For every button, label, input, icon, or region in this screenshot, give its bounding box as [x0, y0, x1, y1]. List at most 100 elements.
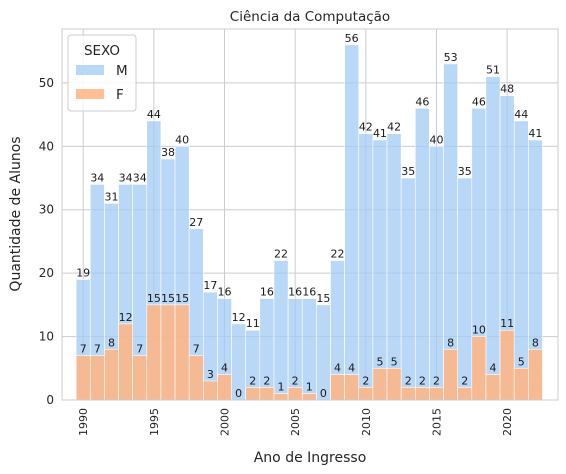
- data-label-f-1992: 8: [108, 336, 115, 349]
- data-label-f-2003: 2: [263, 374, 270, 387]
- x-tick-label: 2015: [430, 408, 443, 436]
- bar-f-2009: [344, 374, 360, 401]
- data-label-f-2018: 10: [472, 324, 486, 337]
- x-tick-label: 2000: [219, 408, 232, 436]
- data-label-f-2005: 2: [292, 374, 299, 387]
- series-f-bars: [75, 304, 543, 401]
- data-label-m-2007: 15: [316, 292, 330, 305]
- data-label-m-1990: 19: [76, 267, 90, 280]
- bar-f-1991: [89, 355, 105, 401]
- data-label-f-2014: 2: [419, 374, 426, 387]
- data-label-m-2020: 48: [500, 83, 514, 96]
- data-label-m-2022: 41: [528, 127, 542, 140]
- bar-f-2021: [513, 367, 529, 401]
- bar-f-1993: [118, 323, 133, 401]
- data-label-m-2006: 16: [302, 286, 316, 299]
- bar-m-2009: [344, 44, 360, 401]
- data-label-f-2000: 4: [221, 362, 228, 375]
- legend-title: SEXO: [84, 43, 120, 59]
- data-label-m-1993: 34: [119, 171, 133, 184]
- legend: SEXO M F: [67, 34, 137, 112]
- data-label-m-2017: 35: [458, 165, 472, 178]
- x-tick-label: 2010: [360, 408, 373, 436]
- data-label-f-1998: 7: [193, 343, 200, 356]
- data-label-f-1990: 7: [80, 343, 87, 356]
- data-label-f-2013: 2: [405, 374, 412, 387]
- data-label-f-2021: 5: [518, 355, 525, 368]
- legend-swatch-f: [76, 89, 104, 99]
- bar-f-1995: [146, 304, 162, 401]
- series-m-bars: [75, 44, 543, 401]
- data-label-m-1995: 44: [147, 108, 161, 121]
- bar-f-1994: [132, 355, 148, 401]
- y-tick-label: 0: [46, 393, 54, 407]
- data-label-m-2016: 53: [444, 51, 458, 64]
- data-label-m-2010: 42: [359, 121, 373, 134]
- data-label-m-2015: 40: [429, 133, 443, 146]
- data-label-f-2004: 1: [278, 381, 285, 394]
- data-label-f-2012: 5: [391, 355, 398, 368]
- bar-f-2020: [499, 329, 515, 401]
- data-label-m-2008: 22: [331, 247, 345, 260]
- y-tick-label: 10: [39, 330, 54, 344]
- data-label-m-2011: 41: [373, 127, 387, 140]
- bar-f-2013: [400, 387, 416, 401]
- data-label-f-1994: 7: [136, 343, 143, 356]
- data-label-f-2022: 8: [532, 336, 539, 349]
- data-label-m-1994: 34: [133, 171, 147, 184]
- bar-f-2006: [301, 393, 317, 401]
- chart-title: Ciência da Computação: [230, 9, 390, 25]
- data-label-f-1999: 3: [207, 368, 214, 381]
- data-label-m-2014: 46: [415, 95, 429, 108]
- bar-m-2007: [316, 304, 331, 401]
- data-label-f-2011: 5: [376, 355, 383, 368]
- legend-label-m: M: [116, 63, 128, 79]
- y-tick-label: 50: [39, 76, 54, 90]
- bar-f-1992: [104, 348, 119, 401]
- data-label-m-1997: 40: [175, 133, 189, 146]
- bar-m-2010: [358, 133, 374, 401]
- data-label-f-2017: 2: [461, 374, 468, 387]
- data-label-m-1996: 38: [161, 146, 175, 159]
- data-label-f-2019: 4: [489, 362, 496, 375]
- y-tick-label: 30: [39, 203, 54, 217]
- bar-f-2002: [245, 387, 261, 401]
- bar-f-2016: [443, 348, 458, 401]
- bar-f-1990: [75, 355, 91, 401]
- bar-f-2012: [386, 367, 402, 401]
- x-tick-labels: 1990 1995 2000 2005 2010 2015 2020: [77, 408, 514, 436]
- data-label-f-2006: 1: [306, 381, 313, 394]
- data-label-f-2009: 4: [348, 362, 355, 375]
- y-tick-labels: 0 10 20 30 40 50: [39, 76, 54, 407]
- bar-m-2013: [400, 177, 416, 401]
- bar-f-2017: [457, 387, 473, 401]
- legend-swatch-m: [76, 65, 104, 75]
- data-label-m-1991: 34: [90, 171, 104, 184]
- data-label-f-2002: 2: [249, 374, 256, 387]
- bar-f-2018: [471, 336, 487, 401]
- bar-m-2015: [429, 146, 444, 401]
- bar-f-2003: [259, 387, 275, 401]
- data-label-m-2003: 16: [260, 286, 274, 299]
- bar-m-2017: [457, 177, 473, 401]
- data-label-m-2012: 42: [387, 121, 401, 134]
- bar-m-2019: [485, 76, 501, 401]
- data-label-m-2001: 12: [232, 311, 246, 324]
- data-label-m-1992: 31: [104, 190, 118, 203]
- data-label-f-1991: 7: [94, 343, 101, 356]
- data-label-m-1999: 17: [203, 279, 217, 292]
- bar-f-2015: [429, 387, 444, 401]
- data-label-f-1997: 15: [175, 292, 189, 305]
- data-label-f-1995: 15: [147, 292, 161, 305]
- y-axis-title: Quantidade de Alunos: [8, 136, 24, 291]
- data-label-f-2001: 0: [235, 387, 242, 400]
- bar-f-1998: [188, 355, 204, 401]
- y-tick-label: 20: [39, 266, 54, 280]
- data-label-f-2010: 2: [362, 374, 369, 387]
- data-label-f-2015: 2: [433, 374, 440, 387]
- bar-f-2004: [273, 393, 289, 401]
- data-label-f-2016: 8: [447, 336, 454, 349]
- data-label-m-2009: 56: [345, 32, 359, 45]
